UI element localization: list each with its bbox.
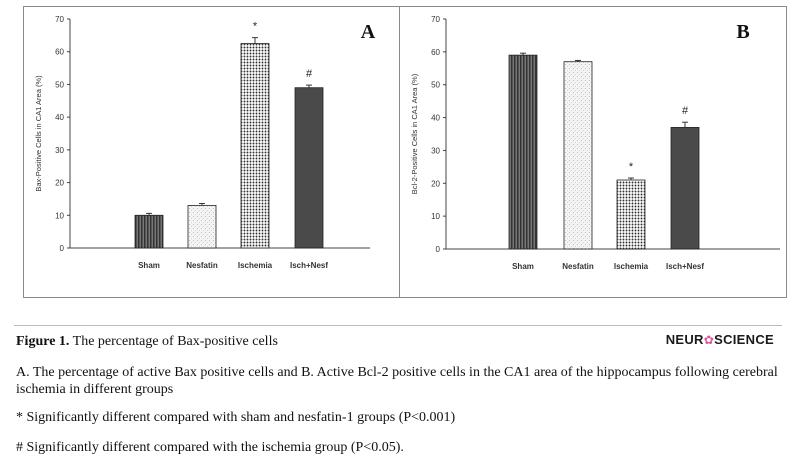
- figure-title: The percentage of Bax-positive cells: [72, 334, 278, 349]
- bar: [508, 54, 538, 250]
- y-tick-label: 30: [55, 146, 64, 155]
- bar: [294, 87, 324, 249]
- category-label: Nesfatin: [186, 261, 218, 270]
- y-tick-label: 30: [431, 146, 440, 155]
- chart-panel-a: 0 10 20 30 40 50 60 70 Bax-Positive Cells in CA1…: [23, 6, 411, 298]
- category-label: Isch+Nesf: [290, 261, 328, 270]
- y-tick-label: 40: [55, 113, 64, 122]
- y-tick-label: 40: [431, 114, 440, 123]
- caption-divider: [14, 325, 782, 326]
- chart-panel-b: 0 10 20 30 40 50 60 70 Bcl-2-Positive Cells in C…: [399, 6, 787, 298]
- y-tick-label: 70: [55, 15, 64, 24]
- category-label: Ischemia: [614, 262, 649, 271]
- y-tick-label: 50: [431, 81, 440, 90]
- significance-marker: #: [682, 105, 689, 117]
- y-tick-label: 10: [431, 212, 440, 221]
- significance-marker: #: [306, 68, 313, 80]
- bar: [563, 61, 593, 250]
- panel-label: A: [361, 21, 376, 43]
- category-label: Isch+Nesf: [666, 262, 704, 271]
- significance-note-star: * Significantly different compared with …: [16, 410, 456, 425]
- significance-marker: *: [629, 161, 634, 173]
- y-axis-label: Bax-Positive Cells in CA1 Area (%): [34, 75, 43, 192]
- journal-logo: NEUR✿SCIENCE: [666, 332, 774, 347]
- bcl2-chart: 0 10 20 30 40 50 60 70 Bcl-2-Positive Cells in C…: [410, 15, 780, 271]
- y-tick-label: 20: [431, 179, 440, 188]
- bax-chart: 0 10 20 30 40 50 60 70 Bax-Positive Cells in CA1…: [34, 15, 376, 270]
- bar: [240, 43, 270, 249]
- y-tick-label: 0: [60, 244, 65, 253]
- significance-note-hash: # Significantly different compared with …: [16, 440, 404, 455]
- y-tick-label: 70: [431, 15, 440, 24]
- flower-icon: ✿: [703, 333, 715, 347]
- y-axis-label: Bcl-2-Positive Cells in CA1 Area (%): [410, 73, 419, 194]
- category-label: Sham: [512, 262, 534, 271]
- y-tick-label: 0: [436, 245, 441, 254]
- bar: [134, 214, 164, 249]
- y-tick-label: 20: [55, 179, 64, 188]
- y-tick-label: 10: [55, 211, 64, 220]
- y-tick-label: 60: [55, 48, 64, 57]
- y-tick-label: 50: [55, 80, 64, 89]
- category-label: Nesfatin: [562, 262, 594, 271]
- y-tick-label: 60: [431, 48, 440, 57]
- bar: [187, 205, 217, 249]
- category-label: Sham: [138, 261, 160, 270]
- figure-description: A. The percentage of active Bax positive…: [16, 365, 778, 397]
- logo-text-left: NEUR: [665, 332, 704, 347]
- bar: [616, 179, 646, 250]
- figure-label: Figure 1.: [16, 334, 70, 349]
- category-label: Ischemia: [238, 261, 273, 270]
- panel-label: B: [736, 21, 749, 43]
- bar: [670, 127, 700, 250]
- figure-caption-title: Figure 1. The percentage of Bax-positive…: [16, 334, 278, 350]
- logo-text-right: SCIENCE: [714, 332, 774, 347]
- significance-marker: *: [253, 21, 258, 33]
